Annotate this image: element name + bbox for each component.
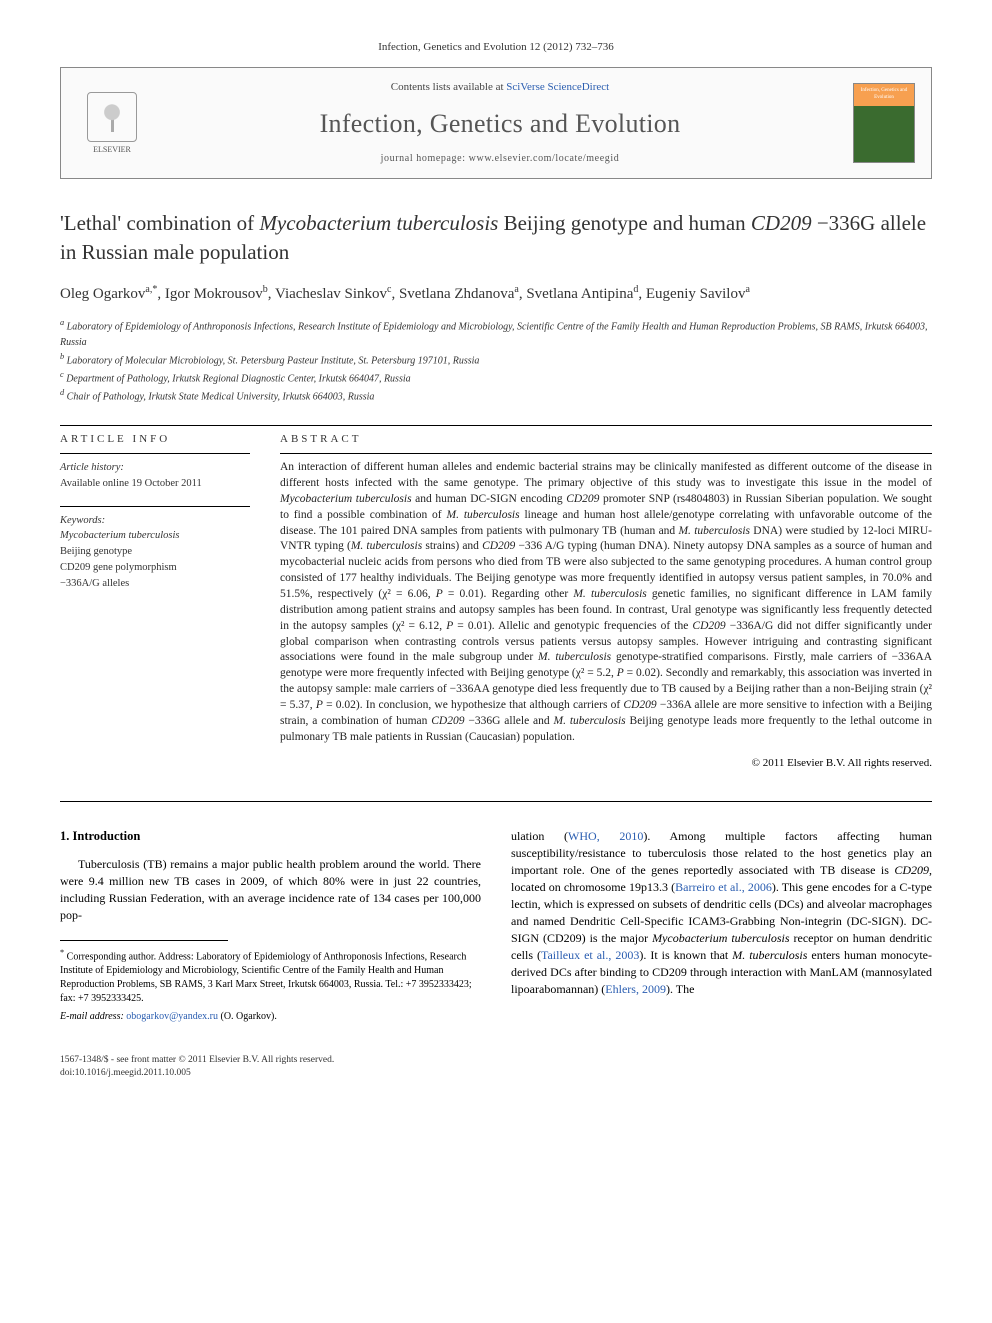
aff-key: c (60, 370, 64, 379)
author: Igor Mokrousovb (165, 286, 268, 302)
history-text: Available online 19 October 2011 (60, 476, 250, 492)
author-name: Svetlana Antipina (526, 286, 633, 302)
aff-key: d (60, 388, 64, 397)
article-info-column: ARTICLE INFO Article history: Available … (60, 432, 250, 771)
author: Oleg Ogarkova,* (60, 286, 157, 302)
affiliation: a Laboratory of Epidemiology of Anthropo… (60, 317, 932, 349)
email-suffix: (O. Ogarkov). (218, 1011, 277, 1022)
corr-label: Corresponding author. Address: (67, 951, 196, 962)
homepage-line: journal homepage: www.elsevier.com/locat… (147, 152, 853, 166)
affiliation: b Laboratory of Molecular Microbiology, … (60, 351, 932, 368)
author-affkey: a (745, 284, 749, 295)
affiliation: c Department of Pathology, Irkutsk Regio… (60, 369, 932, 386)
article-history-block: Article history: Available online 19 Oct… (60, 460, 250, 492)
author-affkey: a (514, 284, 518, 295)
author: Viacheslav Sinkovc (275, 286, 391, 302)
body-col-left: 1. Introduction Tuberculosis (TB) remain… (60, 828, 481, 1024)
author-affkey: b (263, 284, 268, 295)
article-title: 'Lethal' combination of Mycobacterium tu… (60, 209, 932, 266)
footer-copyright: 1567-1348/$ - see front matter © 2011 El… (60, 1054, 334, 1067)
author-name: Eugeniy Savilov (646, 286, 746, 302)
divider (60, 453, 250, 454)
intro-heading: 1. Introduction (60, 828, 481, 846)
homepage-prefix: journal homepage: (381, 153, 469, 164)
footer-left: 1567-1348/$ - see front matter © 2011 El… (60, 1054, 334, 1081)
aff-key: b (60, 352, 64, 361)
author: Svetlana Antipinad (526, 286, 638, 302)
aff-text: Laboratory of Epidemiology of Anthropono… (60, 322, 927, 348)
journal-cover-thumbnail: Infection, Genetics and Evolution (853, 83, 915, 163)
cover-text: Infection, Genetics and Evolution (861, 88, 908, 100)
header-center: Contents lists available at SciVerse Sci… (147, 80, 853, 166)
body-columns: 1. Introduction Tuberculosis (TB) remain… (60, 828, 932, 1024)
corresponding-email-link[interactable]: obogarkov@yandex.ru (126, 1011, 218, 1022)
title-gene: CD209 (751, 211, 812, 235)
keyword: CD209 gene polymorphism (60, 560, 250, 576)
author-list: Oleg Ogarkova,*, Igor Mokrousovb, Viache… (60, 282, 932, 306)
author-name: Viacheslav Sinkov (275, 286, 387, 302)
title-p1: 'Lethal' combination of (60, 211, 259, 235)
homepage-url: www.elsevier.com/locate/meegid (469, 153, 620, 164)
keyword: −336A/G alleles (60, 576, 250, 592)
intro-para-left: Tuberculosis (TB) remains a major public… (60, 856, 481, 924)
affiliation: d Chair of Pathology, Irkutsk State Medi… (60, 387, 932, 404)
aff-text: Department of Pathology, Irkutsk Regiona… (66, 373, 410, 384)
keywords-label: Keywords: (60, 513, 250, 529)
author-name: Svetlana Zhdanova (399, 286, 514, 302)
title-species: Mycobacterium tuberculosis (259, 211, 498, 235)
abstract-heading: ABSTRACT (280, 432, 932, 447)
keyword: Beijing genotype (60, 544, 250, 560)
star-icon: * (60, 948, 64, 957)
divider (60, 801, 932, 802)
journal-title: Infection, Genetics and Evolution (147, 106, 853, 142)
aff-text: Chair of Pathology, Irkutsk State Medica… (67, 392, 375, 403)
article-info-heading: ARTICLE INFO (60, 432, 250, 447)
corresponding-star-icon: * (152, 284, 157, 295)
aff-text: Laboratory of Molecular Microbiology, St… (67, 355, 480, 366)
history-label: Article history: (60, 460, 250, 476)
info-abstract-row: ARTICLE INFO Article history: Available … (60, 432, 932, 771)
contents-lists-line: Contents lists available at SciVerse Sci… (147, 80, 853, 95)
journal-header-box: ELSEVIER Contents lists available at Sci… (60, 67, 932, 179)
elsevier-tree-icon (87, 92, 137, 142)
divider (60, 425, 932, 426)
abstract-column: ABSTRACT An interaction of different hum… (280, 432, 932, 771)
journal-reference: Infection, Genetics and Evolution 12 (20… (60, 40, 932, 55)
affiliation-list: a Laboratory of Epidemiology of Anthropo… (60, 317, 932, 404)
elsevier-logo: ELSEVIER (77, 88, 147, 158)
author-affkey: d (633, 284, 638, 295)
author: Eugeniy Savilova (646, 286, 750, 302)
publisher-name: ELSEVIER (93, 144, 131, 155)
contents-prefix: Contents lists available at (391, 81, 506, 93)
author: Svetlana Zhdanovaa (399, 286, 519, 302)
title-p3: Beijing genotype and human (498, 211, 751, 235)
footer-doi: doi:10.1016/j.meegid.2011.10.005 (60, 1067, 334, 1080)
keywords-block: Keywords: Mycobacterium tuberculosis Bei… (60, 513, 250, 592)
footnote-separator (60, 940, 228, 941)
author-affkey: c (387, 284, 391, 295)
abstract-text: An interaction of different human allele… (280, 460, 932, 745)
page-footer: 1567-1348/$ - see front matter © 2011 El… (60, 1054, 932, 1081)
body-col-right: ulation (WHO, 2010). Among multiple fact… (511, 828, 932, 1024)
intro-para-right: ulation (WHO, 2010). Among multiple fact… (511, 828, 932, 998)
author-name: Oleg Ogarkov (60, 286, 145, 302)
author-name: Igor Mokrousov (165, 286, 263, 302)
email-footnote: E-mail address: obogarkov@yandex.ru (O. … (60, 1010, 481, 1024)
email-label: E-mail address: (60, 1011, 124, 1022)
keyword: Mycobacterium tuberculosis (60, 528, 250, 544)
corresponding-author-footnote: * Corresponding author. Address: Laborat… (60, 947, 481, 1006)
sciencedirect-link[interactable]: SciVerse ScienceDirect (506, 81, 609, 93)
divider (60, 506, 250, 507)
aff-key: a (60, 318, 64, 327)
abstract-copyright: © 2011 Elsevier B.V. All rights reserved… (280, 756, 932, 771)
divider (280, 453, 932, 454)
